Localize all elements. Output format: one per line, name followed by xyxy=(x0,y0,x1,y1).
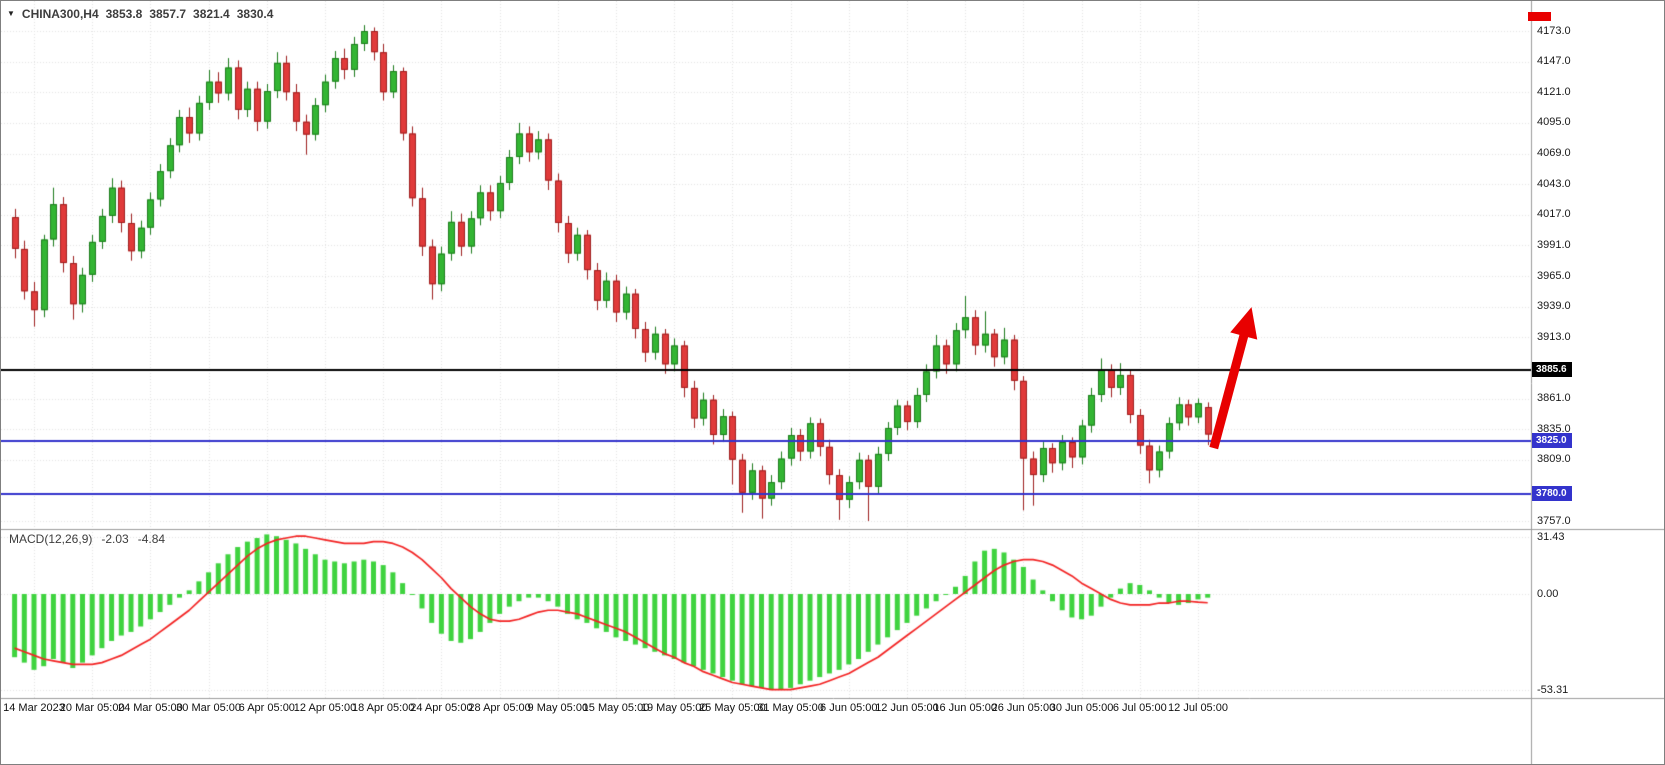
ohlc-close-value: 3830.4 xyxy=(236,7,274,21)
alert-marker[interactable] xyxy=(1528,12,1551,21)
arrow-head-icon xyxy=(1230,307,1258,340)
symbol-name: CHINA300,H4 xyxy=(21,7,99,21)
macd-main-value: -2.03 xyxy=(101,532,129,546)
ohlc-open-value: 3853.8 xyxy=(105,7,143,21)
ohlc-low-value: 3821.4 xyxy=(193,7,230,21)
macd-indicator-label: MACD(12,26,9) -2.03 -4.84 xyxy=(9,532,165,546)
trend-arrow-annotation[interactable] xyxy=(1193,303,1277,471)
chevron-down-icon[interactable]: ▼ xyxy=(7,9,15,18)
arrow-shaft xyxy=(1209,332,1249,450)
resistance-price-tag: 3885.6 xyxy=(1532,362,1572,378)
macd-name: MACD(12,26,9) xyxy=(9,532,93,546)
macd-signal-value: -4.84 xyxy=(137,532,166,546)
support2-price-tag: 3780.0 xyxy=(1532,486,1572,502)
support1-price-tag: 3825.0 xyxy=(1532,433,1572,449)
symbol-header: ▼ CHINA300,H4 3853.8 3857.7 3821.4 3830.… xyxy=(7,7,273,21)
ohlc-high-value: 3857.7 xyxy=(149,7,187,21)
